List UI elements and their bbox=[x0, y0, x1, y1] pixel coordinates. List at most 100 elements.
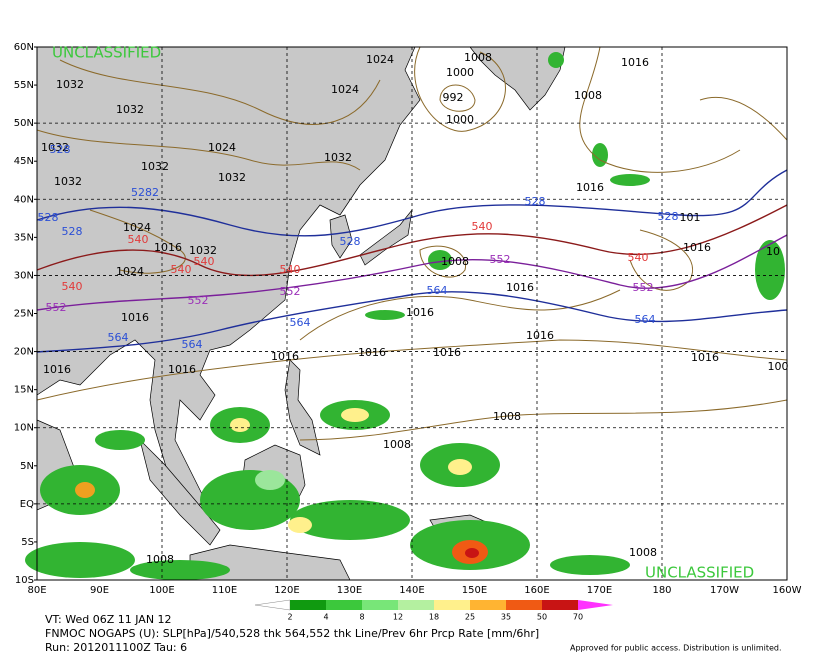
lat-label: 15N bbox=[14, 385, 34, 396]
isobar-label: 1016 bbox=[358, 346, 386, 359]
lon-label: 180 bbox=[652, 585, 671, 596]
lat-label: 50N bbox=[14, 118, 34, 129]
lat-label: 10N bbox=[14, 423, 34, 434]
lat-label: 5S bbox=[21, 537, 34, 548]
colorbar-label: 35 bbox=[501, 613, 511, 622]
run-time: Run: 2012011100Z Tau: 6 bbox=[45, 641, 187, 654]
isobar-label: 1032 bbox=[116, 103, 144, 116]
isobar-label: 1024 bbox=[366, 53, 394, 66]
lon-label: 110E bbox=[212, 585, 237, 596]
colorbar: 2 4 8 12 18 25 35 50 70 bbox=[254, 599, 613, 622]
isobar-label: 1032 bbox=[218, 171, 246, 184]
thickness-label: 552 bbox=[46, 301, 67, 314]
lon-label: 100E bbox=[149, 585, 174, 596]
isobar-label: 1032 bbox=[54, 175, 82, 188]
lat-label: 25N bbox=[14, 309, 34, 320]
isobar-label: 1008 bbox=[464, 51, 492, 64]
isobar-label: 992 bbox=[443, 91, 464, 104]
isobar-label: 1032 bbox=[56, 78, 84, 91]
thickness-label: 540 bbox=[128, 233, 149, 246]
thickness-label: 540 bbox=[628, 251, 649, 264]
colorbar-end bbox=[578, 600, 613, 610]
isobar-label: 1032 bbox=[324, 151, 352, 164]
colorbar-swatch bbox=[290, 600, 326, 610]
thickness-label: 564 bbox=[108, 331, 129, 344]
colorbar-label: 2 bbox=[287, 613, 292, 622]
map-frame bbox=[36, 46, 788, 581]
thickness-label: 528 bbox=[658, 210, 679, 223]
isobar-label: 10 bbox=[766, 245, 780, 258]
lat-label: 40N bbox=[14, 194, 34, 205]
colorbar-label: 4 bbox=[323, 613, 328, 622]
lat-label: 30N bbox=[14, 270, 34, 281]
isobar-label: 100 bbox=[768, 360, 789, 373]
colorbar-swatch bbox=[542, 600, 578, 610]
isobar-label: 1024 bbox=[123, 221, 151, 234]
thickness-label: 540 bbox=[194, 255, 215, 268]
colorbar-swatch bbox=[470, 600, 506, 610]
isobar-label: 1008 bbox=[574, 89, 602, 102]
colorbar-swatch bbox=[398, 600, 434, 610]
lat-label: 20N bbox=[14, 347, 34, 358]
valid-time: VT: Wed 06Z 11 JAN 12 bbox=[45, 613, 172, 626]
thickness-label: 552 bbox=[490, 253, 511, 266]
isobar-label: 1016 bbox=[121, 311, 149, 324]
classification: UNCLASSIFIED bbox=[645, 564, 754, 582]
isobar-label: 1016 bbox=[406, 306, 434, 319]
thickness-label: 552 bbox=[633, 281, 654, 294]
isobar-label: 1032 bbox=[41, 141, 69, 154]
colorbar-swatch bbox=[326, 600, 362, 610]
isobar-label: 1024 bbox=[331, 83, 359, 96]
isobar-label: 1016 bbox=[271, 350, 299, 363]
isobar-label: 1008 bbox=[629, 546, 657, 559]
colorbar-label: 18 bbox=[429, 613, 439, 622]
isobar-label: 1016 bbox=[576, 181, 604, 194]
thickness-label: 5282 bbox=[131, 186, 159, 199]
thickness-label: 552 bbox=[280, 285, 301, 298]
isobar-label: 101 bbox=[680, 211, 701, 224]
thickness-label: 528 bbox=[50, 143, 71, 156]
graticule bbox=[34, 46, 787, 581]
lat-label: 5N bbox=[20, 461, 34, 472]
lon-label: 150E bbox=[462, 585, 487, 596]
lat-label: EQ bbox=[20, 499, 34, 510]
lat-label: 35N bbox=[14, 232, 34, 243]
isobar-label: 1024 bbox=[208, 141, 236, 154]
isobar-label: 1008 bbox=[441, 255, 469, 268]
thickness-label: 552 bbox=[188, 294, 209, 307]
lon-label: 120E bbox=[274, 585, 299, 596]
lon-label: 130E bbox=[337, 585, 362, 596]
isobar-label: 1016 bbox=[433, 346, 461, 359]
isobar-label: 1008 bbox=[383, 438, 411, 451]
isobar-label: 1016 bbox=[526, 329, 554, 342]
thickness-label: 564 bbox=[290, 316, 311, 329]
lat-label: 45N bbox=[14, 156, 34, 167]
thickness-label: 540 bbox=[171, 263, 192, 276]
colorbar-label: 70 bbox=[573, 613, 583, 622]
thickness-label: 564 bbox=[182, 338, 203, 351]
isobar-label: 1000 bbox=[446, 113, 474, 126]
thickness-label: 540 bbox=[280, 263, 301, 276]
thickness-label: 540 bbox=[62, 280, 83, 293]
lat-label: 60N bbox=[14, 42, 34, 53]
isobar-label: 1016 bbox=[621, 56, 649, 69]
isobar-label: 1016 bbox=[691, 351, 719, 364]
colorbar-label: 25 bbox=[465, 613, 475, 622]
colorbar-end bbox=[254, 599, 291, 611]
isobar-label: 1008 bbox=[493, 410, 521, 423]
model-description: FNMOC NOGAPS (U): SLP[hPa]/540,528 thk 5… bbox=[45, 627, 539, 640]
isobar-label: 1032 bbox=[141, 160, 169, 173]
colorbar-label: 8 bbox=[359, 613, 364, 622]
isobar-label: 1016 bbox=[154, 241, 182, 254]
precipitation bbox=[25, 52, 785, 580]
classification: UNCLASSIFIED bbox=[52, 44, 161, 62]
thickness-lines bbox=[36, 169, 788, 353]
colorbar-swatch bbox=[506, 600, 542, 610]
thickness-label: 564 bbox=[635, 313, 656, 326]
isobar-label: 1016 bbox=[506, 281, 534, 294]
lon-label: 160E bbox=[524, 585, 549, 596]
thickness-label: 528 bbox=[340, 235, 361, 248]
disclaimer: Approved for public access. Distribution… bbox=[570, 644, 782, 653]
thickness-label: 564 bbox=[427, 284, 448, 297]
